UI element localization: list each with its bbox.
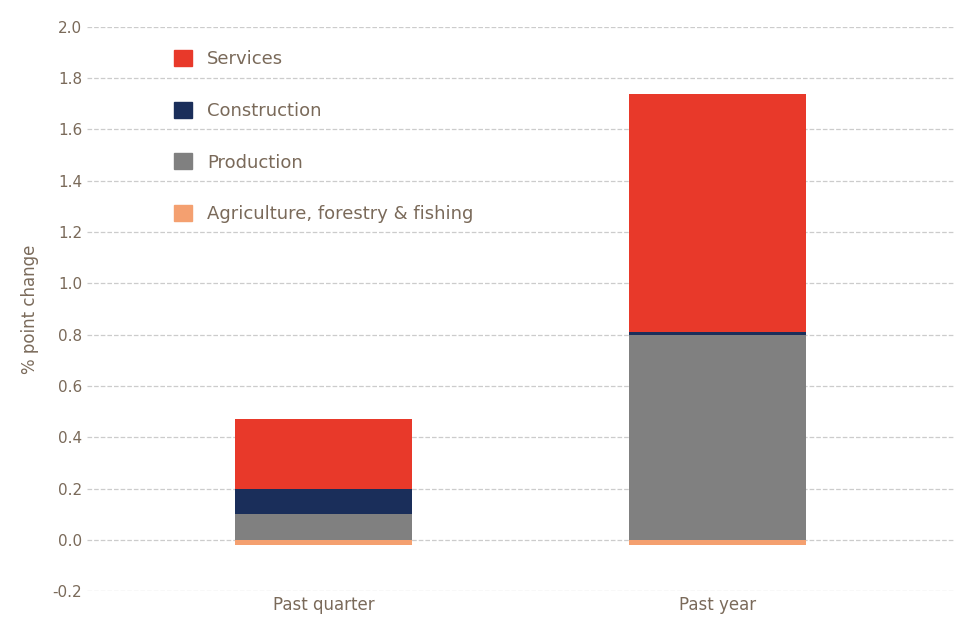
Bar — [235, 540, 412, 545]
Bar — [235, 419, 412, 489]
Bar — [235, 489, 412, 514]
Bar — [629, 335, 806, 540]
Legend: Services, Construction, Production, Agriculture, forestry & fishing: Services, Construction, Production, Agri… — [175, 50, 473, 224]
Y-axis label: % point change: % point change — [20, 244, 39, 374]
Bar — [235, 514, 412, 540]
Bar — [629, 332, 806, 335]
Bar — [629, 540, 806, 545]
Bar — [629, 93, 806, 332]
